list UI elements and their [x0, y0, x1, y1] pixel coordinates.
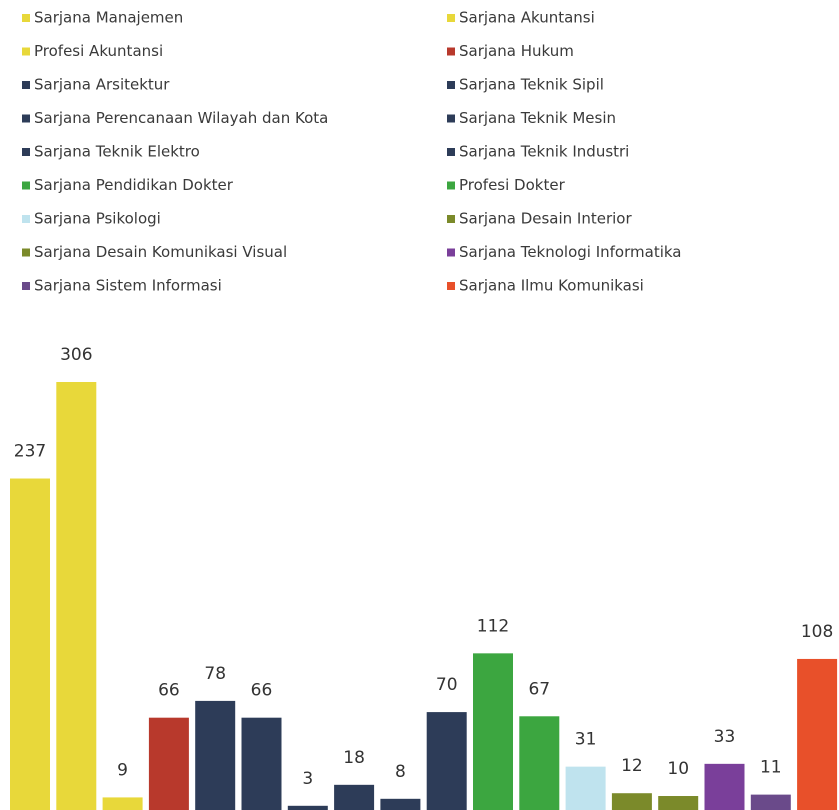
legend-label: Profesi Akuntansi: [34, 42, 163, 60]
bar: [426, 712, 467, 810]
value-label: 8: [395, 762, 406, 782]
bar: [797, 658, 838, 810]
value-label: 31: [575, 730, 597, 750]
value-label: 67: [528, 679, 550, 699]
bar: [241, 717, 282, 810]
bar: [611, 793, 652, 810]
bar: [148, 717, 189, 810]
value-label: 112: [477, 616, 509, 636]
bar: [334, 784, 375, 810]
legend-swatch: [447, 47, 455, 56]
legend-swatch: [22, 81, 30, 89]
legend-swatch: [22, 14, 30, 22]
value-label: 66: [158, 681, 180, 701]
legend-swatch: [22, 47, 30, 56]
legend-label: Sarjana Arsitektur: [34, 76, 170, 94]
bar: [750, 794, 791, 810]
value-label: 9: [117, 760, 128, 780]
bar: [519, 716, 560, 810]
legend-label: Sarjana Desain Komunikasi Visual: [34, 243, 287, 261]
value-label: 12: [621, 756, 643, 776]
legend-label: Sarjana Perencanaan Wilayah dan Kota: [34, 109, 328, 127]
legend-swatch: [447, 282, 455, 290]
legend-swatch: [22, 215, 30, 223]
value-label: 33: [714, 727, 736, 747]
legend-label: Sarjana Manajemen: [34, 9, 183, 27]
legend-label: Sarjana Teknik Mesin: [459, 109, 616, 127]
legend-label: Sarjana Teknik Industri: [459, 143, 629, 161]
legend-swatch: [447, 215, 455, 223]
value-label: 18: [343, 748, 365, 768]
legend-swatch: [22, 282, 30, 290]
value-label: 237: [14, 442, 46, 462]
legend-swatch: [447, 114, 455, 123]
bar: [195, 700, 236, 810]
value-label: 78: [204, 664, 226, 684]
legend-swatch: [22, 181, 30, 190]
legend-swatch: [447, 248, 455, 257]
legend-swatch: [447, 181, 455, 190]
legend-swatch: [447, 148, 455, 156]
bar: [10, 478, 50, 810]
bar: [56, 382, 97, 810]
bar: [380, 798, 421, 810]
legend-swatch: [22, 114, 30, 123]
bar: [565, 766, 606, 810]
value-label: 3: [302, 769, 313, 789]
legend-label: Sarjana Hukum: [459, 42, 574, 60]
legend-label: Sarjana Desain Interior: [459, 210, 632, 228]
value-label: 306: [60, 345, 92, 365]
value-label: 108: [801, 622, 833, 642]
legend-swatch: [447, 81, 455, 89]
legend-label: Sarjana Akuntansi: [459, 9, 595, 27]
value-label: 11: [760, 758, 782, 778]
legend-swatch: [22, 148, 30, 156]
bar: [658, 796, 699, 810]
value-label: 10: [667, 759, 689, 779]
legend-label: Sarjana Teknik Elektro: [34, 143, 200, 161]
legend-label: Sarjana Psikologi: [34, 210, 161, 228]
legend-label: Sarjana Teknologi Informatika: [459, 243, 681, 261]
value-label: 66: [251, 681, 273, 701]
legend-swatch: [22, 248, 30, 257]
legend-label: Sarjana Teknik Sipil: [459, 76, 604, 94]
legend-label: Sarjana Pendidikan Dokter: [34, 176, 234, 194]
legend-label: Sarjana Ilmu Komunikasi: [459, 277, 644, 295]
legend-label: Profesi Dokter: [459, 176, 566, 194]
bar: [287, 805, 328, 810]
bar: [473, 653, 513, 810]
legend-label: Sarjana Sistem Informasi: [34, 277, 222, 295]
bar: [704, 763, 745, 810]
legend-swatch: [447, 14, 455, 22]
value-label: 70: [436, 675, 458, 695]
bar: [102, 797, 143, 810]
